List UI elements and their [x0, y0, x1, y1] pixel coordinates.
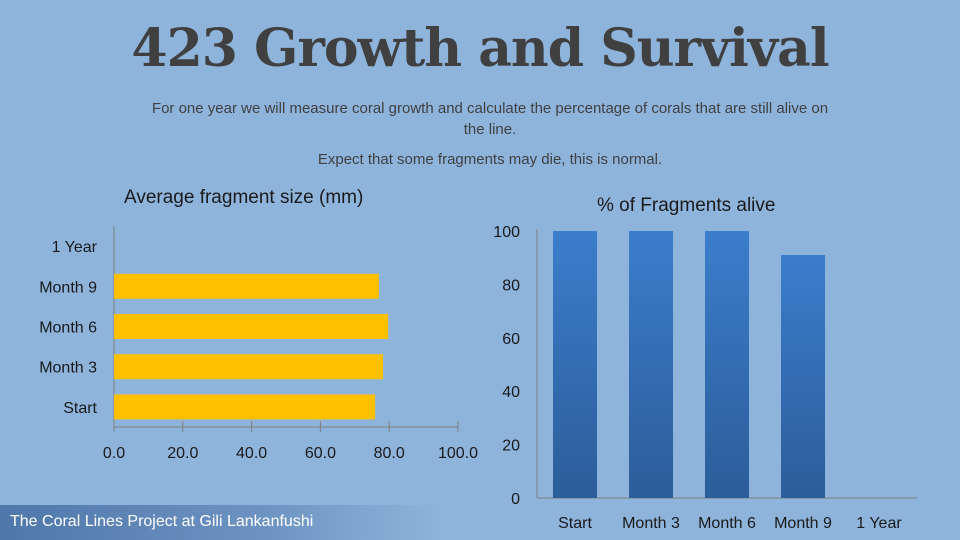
- size-category-label: Month 3: [39, 360, 97, 377]
- alive-y-tick-label: 20: [502, 438, 520, 455]
- alive-y-tick-label: 80: [502, 277, 520, 294]
- alive-category-label: 1 Year: [856, 515, 902, 532]
- alive-category-label: Month 9: [774, 515, 832, 532]
- size-x-tick-label: 20.0: [167, 445, 198, 462]
- alive-category-label: Month 3: [622, 515, 680, 532]
- alive-y-tick-label: 40: [502, 384, 520, 401]
- alive-category-label: Start: [558, 515, 592, 532]
- size-category-label: 1 Year: [52, 239, 98, 256]
- size-bar-month-3: [114, 354, 384, 380]
- subtitle-line-2: Expect that some fragments may die, this…: [317, 151, 663, 168]
- alive-category-label: Month 6: [698, 515, 756, 532]
- alive-y-tick-label: 0: [511, 491, 520, 508]
- slide-title: 423 Growth and Survival: [131, 18, 829, 79]
- footer-band: The Coral Lines Project at Gili Lankanfu…: [0, 505, 440, 540]
- size-category-label: Start: [63, 400, 97, 417]
- alive-y-tick-label: 60: [502, 331, 520, 348]
- size-x-tick-label: 100.0: [438, 445, 478, 462]
- size-chart-title: Average fragment size (mm): [124, 187, 364, 208]
- size-category-label: Month 9: [39, 279, 97, 296]
- size-bar-start: [114, 394, 376, 420]
- size-x-tick-label: 0.0: [103, 445, 125, 462]
- size-bar-month-6: [114, 314, 389, 339]
- size-x-tick-label: 40.0: [236, 445, 267, 462]
- alive-bar-start: [553, 231, 597, 498]
- size-x-tick-label: 80.0: [374, 445, 405, 462]
- size-bar-month-9: [114, 273, 379, 299]
- alive-y-tick-label: 100: [493, 224, 520, 241]
- subtitle-line-1: For one year we will measure coral growt…: [151, 100, 829, 138]
- alive-bar-month-3: [629, 231, 673, 498]
- alive-bar-month-9: [781, 255, 825, 498]
- footer-text: The Coral Lines Project at Gili Lankanfu…: [10, 513, 314, 530]
- size-category-label: Month 6: [39, 320, 97, 337]
- size-x-tick-label: 60.0: [305, 445, 336, 462]
- alive-bar-month-6: [705, 231, 749, 498]
- alive-chart-title: % of Fragments alive: [597, 195, 776, 216]
